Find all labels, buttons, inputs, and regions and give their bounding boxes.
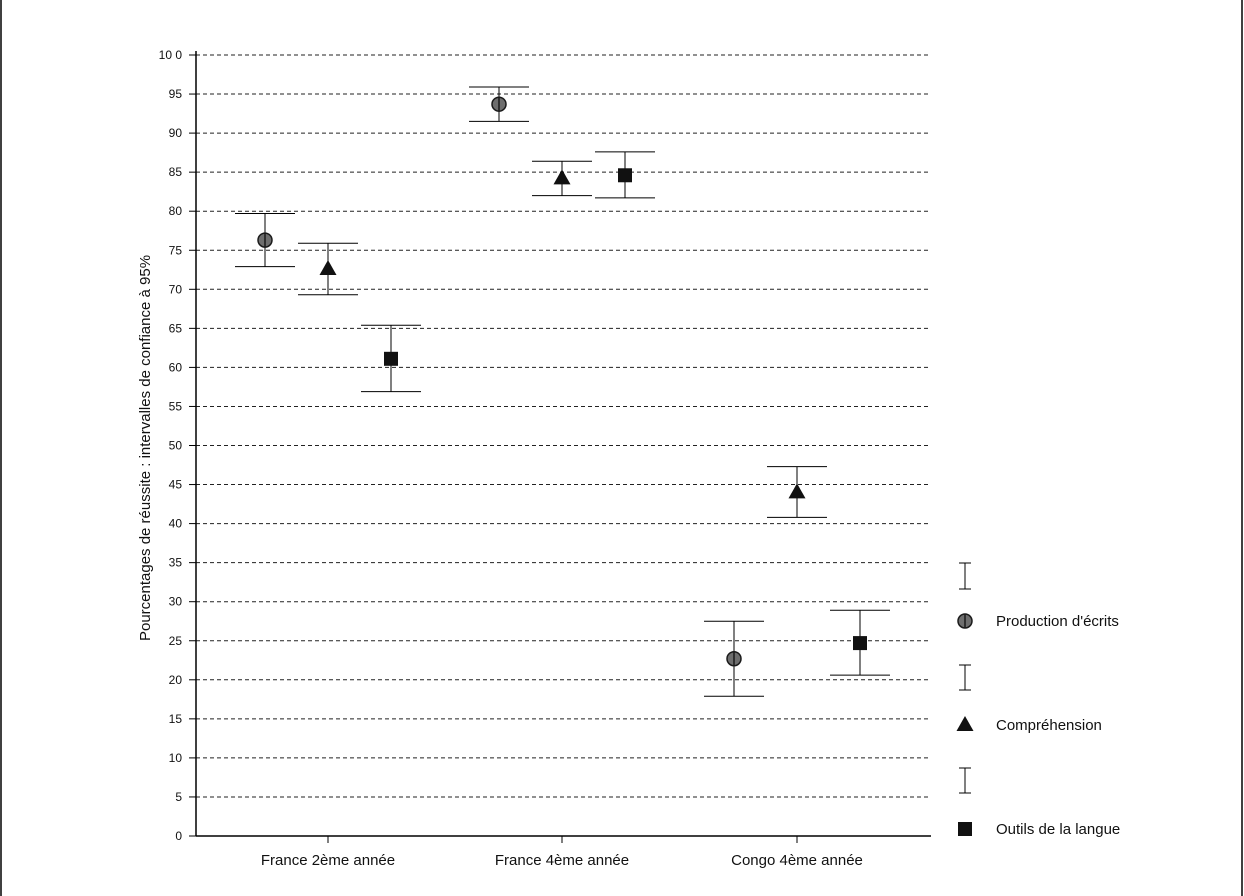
legend-marker-icon <box>956 716 974 731</box>
x-tick-label: Congo 4ème année <box>731 852 863 869</box>
y-tick-label: 95 <box>169 87 183 101</box>
y-tick-label: 10 0 <box>159 48 183 62</box>
legend-label: Production d'écrits <box>996 613 1119 630</box>
data-point <box>319 259 337 275</box>
data-point <box>726 650 742 667</box>
series-outils-de-la-langue <box>361 151 890 676</box>
axes <box>195 51 931 837</box>
y-tick-label: 15 <box>169 712 183 726</box>
data-point <box>853 636 867 651</box>
y-axis-label: Pourcentages de réussite : intervalles d… <box>137 255 154 641</box>
x-tick-label: France 2ème année <box>261 852 395 869</box>
y-tick-label: 35 <box>169 556 183 570</box>
y-tick-label: 50 <box>169 439 183 453</box>
legend-label: Outils de la langue <box>996 821 1120 838</box>
y-tick-label: 75 <box>169 243 183 257</box>
data-point <box>257 232 273 248</box>
y-tick-label: 90 <box>169 126 183 140</box>
x-axis-ticks: France 2ème année France 4ème année Congo … <box>261 836 863 869</box>
data-point <box>384 351 398 366</box>
y-tick-label: 25 <box>169 634 183 648</box>
data-marks <box>235 86 890 697</box>
y-tick-label: 60 <box>169 360 183 374</box>
y-tick-label: 5 <box>175 790 182 804</box>
data-point <box>553 169 571 185</box>
data-point <box>788 483 806 499</box>
legend: Production d'écrits Compréhension Outils d… <box>956 562 1120 838</box>
gridlines <box>196 54 931 798</box>
legend-marker-icon <box>958 822 972 836</box>
y-tick-label: 40 <box>169 517 183 531</box>
y-axis-ticks: 0 5 10 15 20 25 30 35 40 45 50 55 60 65 70 75 80 85 90 95 10… <box>159 48 196 843</box>
y-tick-label: 70 <box>169 282 183 296</box>
y-tick-label: 65 <box>169 321 183 335</box>
y-tick-label: 45 <box>169 478 183 492</box>
data-point <box>491 96 507 112</box>
y-tick-label: 55 <box>169 399 183 413</box>
y-tick-label: 30 <box>169 595 183 609</box>
y-tick-label: 85 <box>169 165 183 179</box>
data-point <box>618 168 632 183</box>
series-compr-hension <box>298 160 827 518</box>
legend-marker-icon <box>957 613 973 629</box>
x-tick-label: France 4ème année <box>495 852 629 869</box>
y-tick-label: 0 <box>175 829 182 843</box>
series-production-d-crits <box>235 86 764 697</box>
legend-label: Compréhension <box>996 717 1102 734</box>
y-tick-label: 10 <box>169 751 183 765</box>
y-tick-label: 20 <box>169 673 183 687</box>
y-tick-label: 80 <box>169 204 183 218</box>
